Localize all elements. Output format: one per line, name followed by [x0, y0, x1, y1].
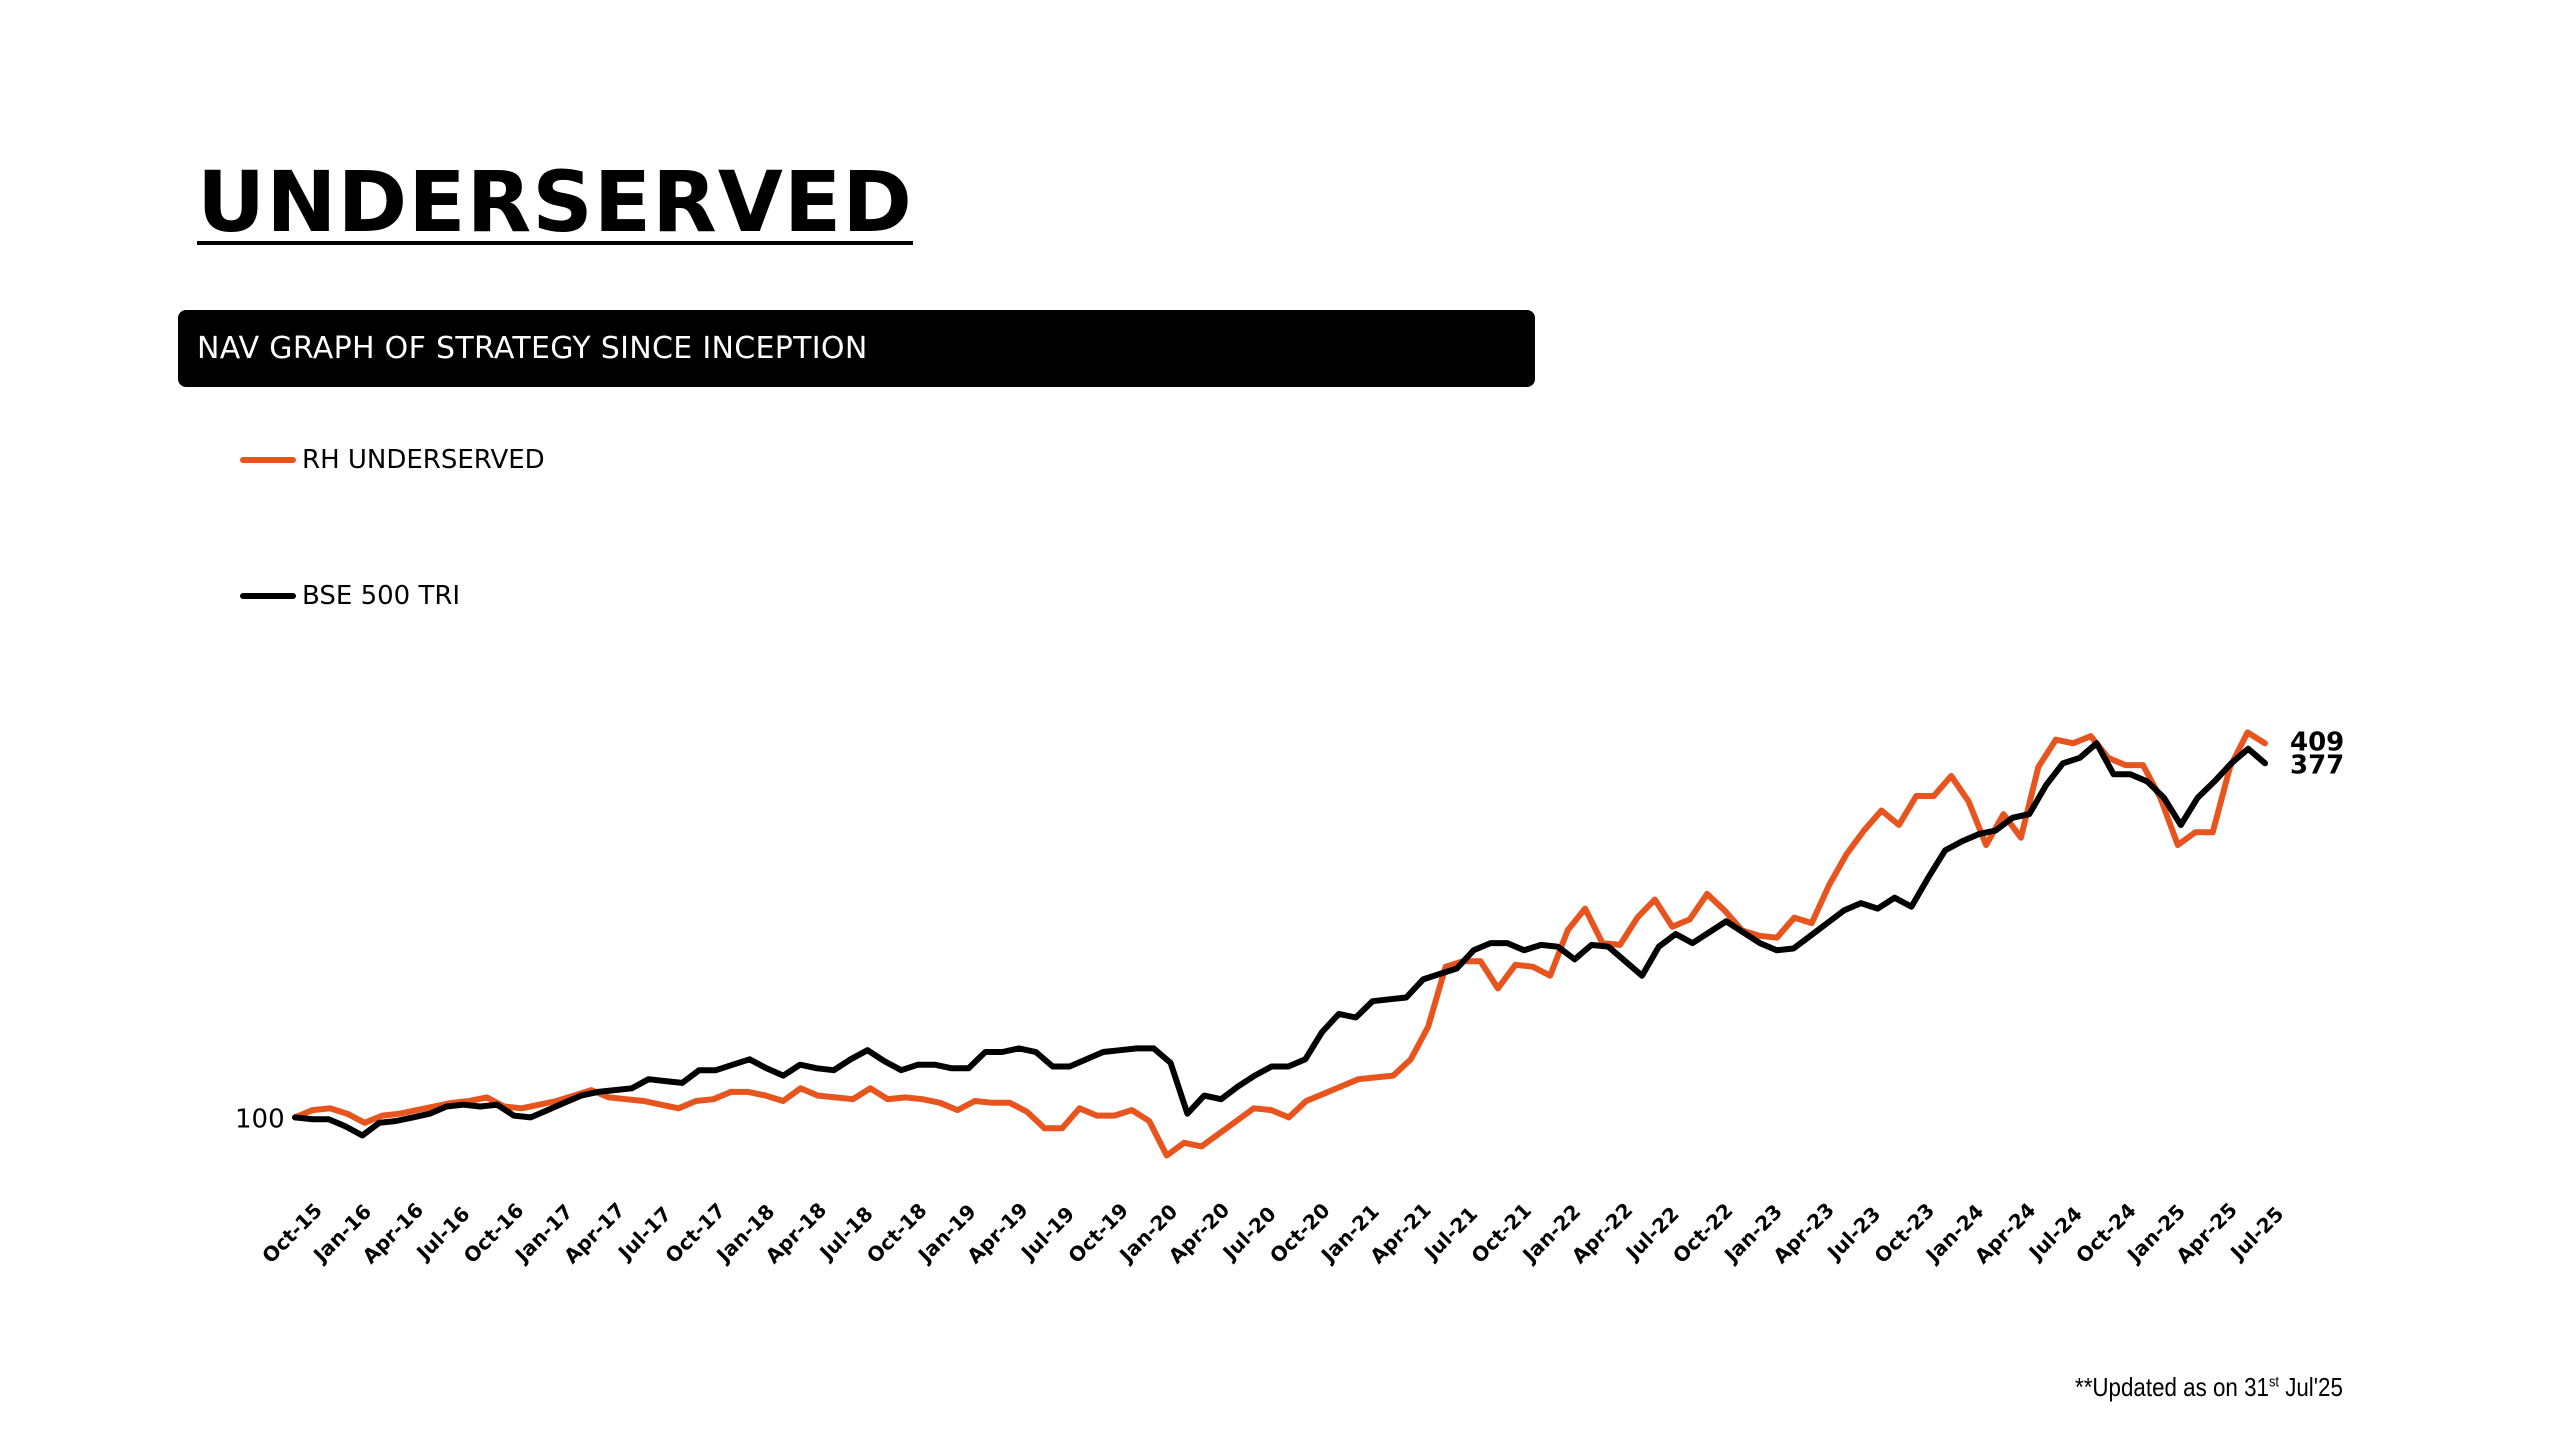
legend-label-rh-underserved: RH UNDERSERVED: [302, 445, 545, 475]
section-banner-text: NAV GRAPH OF STRATEGY SINCE INCEPTION: [197, 331, 868, 366]
footnote-suffix: Jul'25: [2278, 1372, 2343, 1402]
series-line-bse-500-tri: [292, 740, 2268, 1139]
footnote-text: **Updated as on 31: [2075, 1372, 2269, 1402]
legend-item-bse-500-tri: BSE 500 TRI: [240, 576, 545, 616]
legend-item-rh-underserved: RH UNDERSERVED: [240, 440, 545, 480]
chart-legend: RH UNDERSERVED BSE 500 TRI: [240, 440, 545, 616]
legend-swatch-bse-500-tri: [240, 593, 296, 599]
footnote: **Updated as on 31st Jul'25: [2075, 1372, 2343, 1403]
end-label-bse-500-tri: 377: [2290, 750, 2344, 780]
page-title: UNDERSERVED: [197, 153, 913, 251]
legend-swatch-rh-underserved: [240, 457, 296, 463]
series-line-rh-underserved: [292, 729, 2268, 1159]
start-value-label: 100: [235, 1104, 285, 1134]
footnote-superscript: st: [2268, 1373, 2279, 1391]
section-banner: NAV GRAPH OF STRATEGY SINCE INCEPTION: [178, 310, 1535, 387]
end-label-rh-underserved: 409: [2290, 727, 2344, 757]
legend-label-bse-500-tri: BSE 500 TRI: [302, 581, 461, 611]
